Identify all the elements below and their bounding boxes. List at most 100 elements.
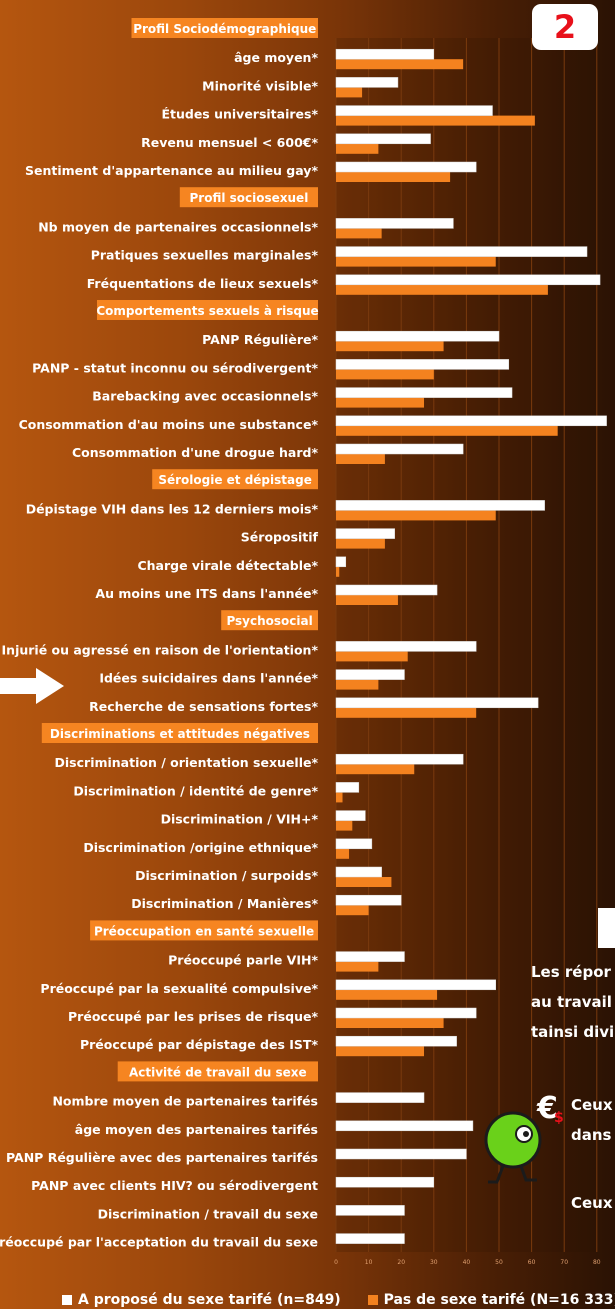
bar-pas-de-sexe-tarife: [336, 792, 343, 803]
group-header-bg: [131, 18, 318, 38]
group-header-title: Discriminations et attitudes négatives: [50, 727, 310, 741]
svg-text:$: $: [554, 1110, 564, 1126]
row-label: Au moins une ITS dans l'année*: [95, 586, 318, 601]
side-text-line-1: Les répor: [531, 963, 611, 981]
row-label: Discrimination / surpoids*: [135, 868, 318, 883]
bar-a-propose-sexe-tarife: [335, 1120, 474, 1132]
bar-a-propose-sexe-tarife: [335, 415, 607, 427]
bar-a-propose-sexe-tarife: [335, 669, 405, 680]
row-label: âge moyen*: [234, 50, 318, 65]
row-label: Consommation d'au moins une substance*: [19, 417, 319, 432]
group-header-title: Psychosocial: [226, 614, 312, 628]
row-label: âge moyen des partenaires tarifés: [75, 1122, 318, 1137]
bar-pas-de-sexe-tarife: [336, 848, 350, 859]
x-tick-label: 30: [430, 1259, 438, 1266]
bar-pas-de-sexe-tarife: [336, 679, 379, 690]
row-label: Préoccupé parle VIH*: [168, 953, 318, 968]
bar-pas-de-sexe-tarife: [336, 341, 444, 352]
bar-a-propose-sexe-tarife: [335, 1035, 457, 1047]
euro-icon: € $: [536, 1091, 564, 1126]
bar-a-propose-sexe-tarife: [335, 810, 366, 821]
row-label: Recherche de sensations fortes*: [89, 699, 318, 714]
bar-a-propose-sexe-tarife: [335, 951, 405, 962]
side-text-ceux-1: Ceux: [571, 1096, 613, 1114]
bar-pas-de-sexe-tarife: [336, 1046, 425, 1057]
bar-a-propose-sexe-tarife: [335, 1148, 467, 1160]
row-label: Consommation d'une drogue hard*: [72, 445, 318, 460]
bar-a-propose-sexe-tarife: [335, 641, 477, 652]
bar-a-propose-sexe-tarife: [335, 556, 347, 568]
x-tick-label: 10: [365, 1259, 373, 1266]
bar-pas-de-sexe-tarife: [336, 510, 496, 521]
arrow-right-icon: [0, 668, 64, 704]
row-label: Fréquentations de lieux sexuels*: [87, 276, 319, 291]
row-label: Discrimination / identité de genre*: [73, 783, 318, 798]
row-label: Discrimination / VIH+*: [161, 812, 319, 827]
bar-pas-de-sexe-tarife: [336, 87, 363, 98]
bar-pas-de-sexe-tarife: [336, 1018, 444, 1028]
group-header-bg: [90, 920, 318, 941]
bar-a-propose-sexe-tarife: [335, 584, 438, 596]
side-text-line-3: tainsi divi: [531, 1023, 615, 1041]
row-label: Préoccupé par les prises de risque*: [68, 1009, 318, 1024]
bar-pas-de-sexe-tarife: [336, 256, 496, 267]
bar-pas-de-sexe-tarife: [336, 707, 477, 718]
bar-a-propose-sexe-tarife: [335, 133, 431, 145]
legend: A proposé du sexe tarifé (n=849) Pas de …: [62, 1292, 615, 1308]
group-header-title: Préoccupation en santé sexuelle: [94, 924, 314, 938]
white-box-decoration: [598, 908, 615, 948]
bar-pas-de-sexe-tarife: [336, 905, 369, 916]
bar-a-propose-sexe-tarife: [335, 500, 545, 511]
bar-pas-de-sexe-tarife: [336, 595, 398, 605]
row-label: PANP Régulière*: [202, 332, 318, 347]
bar-pas-de-sexe-tarife: [336, 59, 464, 70]
row-label: Revenu mensuel < 600€*: [141, 135, 318, 150]
bar-a-propose-sexe-tarife: [335, 838, 373, 850]
row-label: Préoccupé par la sexualité compulsive*: [40, 981, 318, 996]
row-label: Barebacking avec occasionnels*: [92, 389, 318, 404]
bar-pas-de-sexe-tarife: [336, 115, 535, 126]
row-label: Idées suicidaires dans l'année*: [99, 671, 318, 686]
bar-pas-de-sexe-tarife: [336, 877, 392, 887]
legend-item-white: A proposé du sexe tarifé (n=849): [62, 1292, 341, 1308]
bar-a-propose-sexe-tarife: [335, 77, 399, 88]
group-header-title: Profil sociosexuel: [189, 191, 308, 205]
row-label: Discrimination / Manières*: [131, 896, 318, 911]
bar-a-propose-sexe-tarife: [335, 359, 510, 370]
bar-pas-de-sexe-tarife: [336, 369, 434, 380]
legend-swatch-orange: [367, 1295, 378, 1305]
group-header-title: Profil Sociodémographique: [133, 22, 316, 36]
bar-a-propose-sexe-tarife: [335, 218, 454, 229]
x-tick-label: 20: [397, 1259, 405, 1266]
row-label: Dépistage VIH dans les 12 derniers mois*: [26, 501, 319, 516]
bar-a-propose-sexe-tarife: [335, 330, 500, 342]
bar-pas-de-sexe-tarife: [336, 989, 438, 1000]
page-number-badge: 2: [532, 4, 598, 50]
row-label: Séropositif: [241, 530, 319, 545]
group-header-bg: [41, 723, 319, 743]
bar-pas-de-sexe-tarife: [336, 228, 382, 239]
bar-a-propose-sexe-tarife: [335, 387, 513, 398]
row-label: Discrimination / travail du sexe: [98, 1206, 318, 1221]
row-label: Discrimination / orientation sexuelle*: [55, 755, 319, 770]
group-header-title: Comportements sexuels à risque: [96, 304, 318, 318]
bar-pas-de-sexe-tarife: [336, 566, 340, 577]
bar-a-propose-sexe-tarife: [335, 979, 496, 991]
bar-a-propose-sexe-tarife: [335, 782, 360, 793]
bar-a-propose-sexe-tarife: [335, 866, 382, 878]
group-header-bg: [221, 610, 318, 631]
group-header-bg: [97, 300, 318, 320]
bar-a-propose-sexe-tarife: [335, 246, 588, 257]
legend-label-white: A proposé du sexe tarifé (n=849): [78, 1292, 341, 1308]
bar-pas-de-sexe-tarife: [336, 651, 408, 662]
row-label: Sentiment d'appartenance au milieu gay*: [25, 163, 318, 178]
row-label: Études universitaires*: [161, 107, 318, 122]
x-tick-label: 60: [528, 1259, 536, 1266]
bar-a-propose-sexe-tarife: [335, 443, 464, 455]
bar-a-propose-sexe-tarife: [335, 1233, 405, 1244]
group-header-bg: [117, 1061, 318, 1082]
bar-a-propose-sexe-tarife: [335, 274, 601, 286]
legend-item-orange: Pas de sexe tarifé (N=16 333): [367, 1292, 615, 1308]
bar-pas-de-sexe-tarife: [336, 764, 415, 775]
row-label: Préoccupé par dépistage des IST*: [80, 1037, 318, 1052]
